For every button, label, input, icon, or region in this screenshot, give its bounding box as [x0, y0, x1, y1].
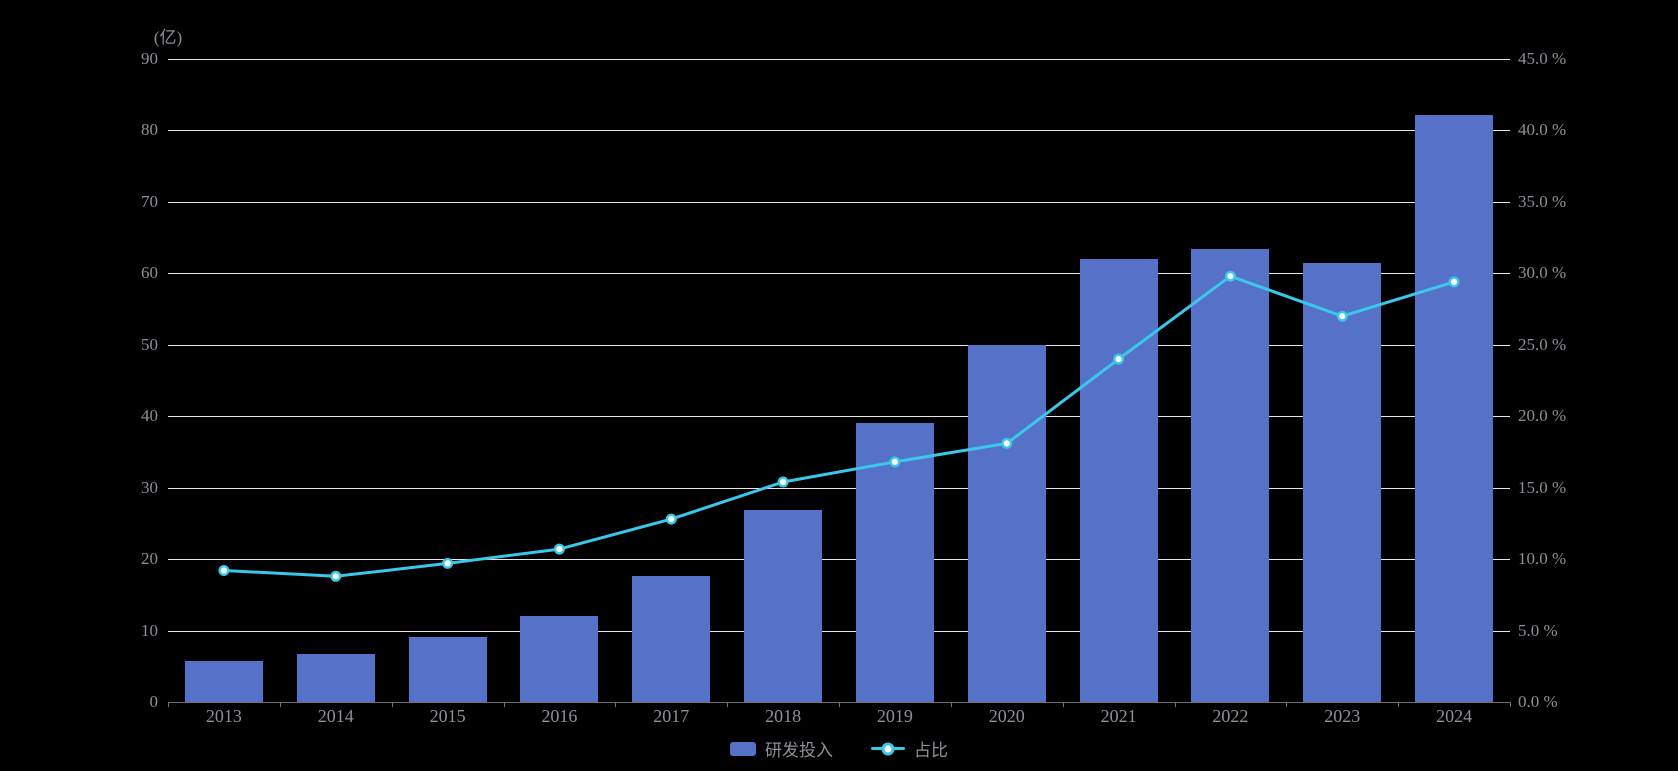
x-axis-tick [168, 702, 169, 707]
left-axis-tick-label: 90 [141, 49, 158, 68]
gridline [168, 130, 1510, 132]
bar-2018[interactable] [744, 509, 823, 702]
bar-2021[interactable] [1079, 259, 1158, 702]
bar-2017[interactable] [632, 575, 711, 702]
x-axis-tick [1510, 702, 1511, 707]
right-axis-tick-label: 25.0 % [1518, 334, 1567, 354]
right-axis-tick-label: 45.0 % [1518, 49, 1567, 68]
bar-2022[interactable] [1191, 249, 1270, 702]
right-axis-tick-label: 15.0 % [1518, 477, 1567, 497]
bar-2015[interactable] [408, 637, 487, 702]
proportion-point-2017[interactable] [665, 513, 677, 525]
bar-2023[interactable] [1303, 262, 1382, 702]
x-axis-category-label: 2024 [1436, 706, 1473, 726]
right-axis-tick-label: 5.0 % [1518, 620, 1558, 640]
x-axis-tick [1286, 702, 1288, 707]
left-axis-tick-label: 60 [141, 263, 158, 283]
left-axis-tick-label: 0 [149, 692, 159, 711]
x-axis-tick [1174, 702, 1176, 707]
x-axis-tick [727, 702, 729, 707]
legend-item-rnd-investment[interactable]: 研发投入 [730, 736, 833, 761]
x-axis-tick [1398, 702, 1400, 707]
proportion-line [223, 274, 1455, 578]
bar-2016[interactable] [520, 615, 599, 702]
gridline [168, 201, 1510, 203]
x-axis-category-label: 2018 [765, 706, 802, 726]
left-axis-unit-label: (亿) [153, 28, 183, 47]
x-axis-category-label: 2015 [429, 706, 466, 726]
x-axis-tick [279, 702, 281, 707]
proportion-point-2016[interactable] [553, 543, 565, 555]
right-axis-tick-label: 30.0 % [1518, 263, 1567, 283]
proportion-point-2015[interactable] [442, 557, 454, 569]
x-axis-category-label: 2014 [317, 706, 354, 726]
gridline [168, 273, 1510, 275]
x-axis-category-label: 2019 [876, 706, 913, 726]
right-axis-tick-label: 0.0 % [1518, 692, 1558, 711]
legend-item-proportion[interactable]: 占比 [871, 736, 948, 761]
proportion-point-2018[interactable] [777, 476, 789, 488]
left-axis-tick-label: 40 [141, 406, 158, 426]
right-axis-tick-label: 10.0 % [1518, 549, 1567, 569]
x-axis-tick [391, 702, 393, 707]
x-axis-tick [1062, 702, 1064, 707]
left-axis-tick-label: 80 [141, 120, 158, 140]
x-axis-tick [615, 702, 617, 707]
bar-2014[interactable] [296, 654, 375, 702]
x-axis-category-label: 2020 [988, 706, 1025, 726]
right-axis-tick-label: 40.0 % [1518, 120, 1567, 140]
right-axis-tick-label: 20.0 % [1518, 406, 1567, 426]
left-axis-tick-label: 10 [141, 620, 158, 640]
bar-2013[interactable] [184, 660, 263, 702]
left-axis-tick-label: 50 [141, 334, 158, 354]
x-axis-category-label: 2021 [1100, 706, 1137, 726]
x-axis-tick [950, 702, 952, 707]
legend-label-rnd-investment: 研发投入 [765, 741, 833, 760]
x-axis-tick [839, 702, 840, 707]
legend: 研发投入 占比 [0, 736, 1678, 761]
x-axis-category-label: 2022 [1212, 706, 1249, 726]
legend-label-proportion: 占比 [914, 741, 948, 760]
bar-2019[interactable] [855, 422, 934, 702]
gridline [168, 59, 1510, 60]
proportion-point-2013[interactable] [218, 565, 230, 577]
left-axis-tick-label: 30 [141, 477, 158, 497]
left-axis-tick-label: 20 [141, 549, 158, 569]
x-axis-category-label: 2023 [1324, 706, 1361, 726]
x-axis-category-label: 2016 [541, 706, 578, 726]
proportion-point-2014[interactable] [330, 570, 342, 582]
x-axis-category-label: 2017 [653, 706, 690, 726]
x-axis-tick [503, 702, 505, 707]
gridline [168, 630, 1510, 632]
bar-series-swatch-icon [730, 741, 756, 756]
line-series-marker-icon [871, 742, 905, 756]
right-axis-tick-label: 35.0 % [1518, 191, 1567, 211]
x-axis-category-label: 2013 [205, 706, 242, 726]
bar-2024[interactable] [1415, 114, 1494, 702]
bar-2020[interactable] [967, 344, 1046, 702]
left-axis-tick-label: 70 [141, 191, 158, 211]
